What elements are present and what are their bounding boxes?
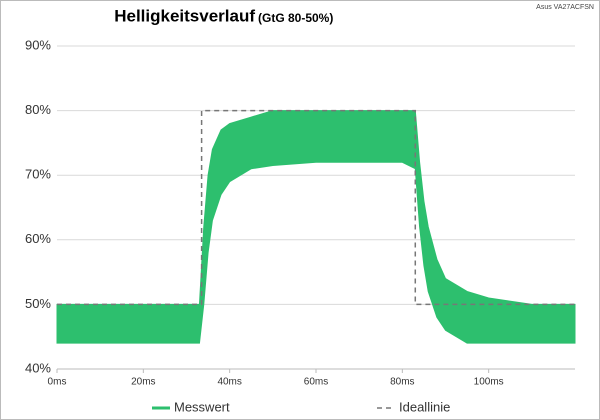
x-tick-label: 60ms xyxy=(304,377,328,388)
y-tick-label: 60% xyxy=(25,231,51,246)
corner-note: Asus VA27ACFSN xyxy=(536,4,594,11)
band-area xyxy=(56,110,576,344)
y-tick-label: 90% xyxy=(25,37,51,52)
x-tick-label: 20ms xyxy=(131,377,155,388)
legend-label: Messwert xyxy=(174,399,230,414)
chart-title: Helligkeitsverlauf xyxy=(114,6,255,25)
legend-label: Ideallinie xyxy=(399,399,450,414)
y-tick-label: 50% xyxy=(25,296,51,311)
chart-subtitle: (GtG 80-50%) xyxy=(258,11,333,25)
x-tick-label: 100ms xyxy=(474,377,504,388)
x-tick-label: 0ms xyxy=(48,377,67,388)
y-tick-label: 70% xyxy=(25,167,51,182)
x-tick-label: 40ms xyxy=(217,377,241,388)
line xyxy=(57,109,575,306)
y-tick-label: 80% xyxy=(25,102,51,117)
y-tick-label: 40% xyxy=(25,360,51,375)
x-tick-label: 80ms xyxy=(390,377,414,388)
